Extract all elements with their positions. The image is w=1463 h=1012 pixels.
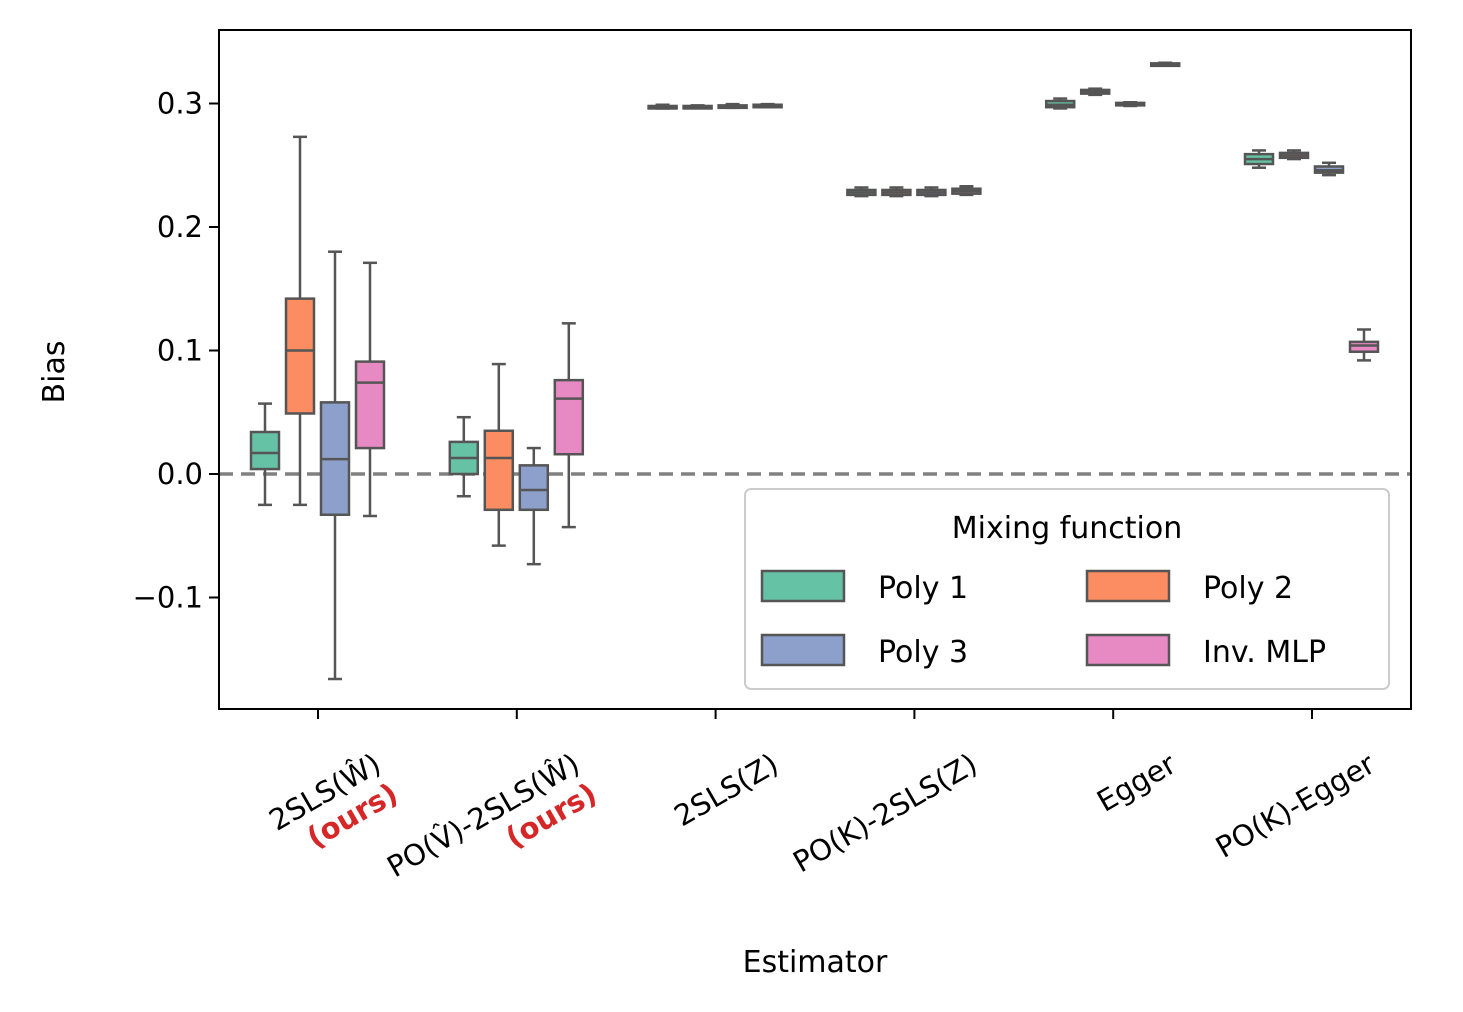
box-plot bbox=[1348, 328, 1380, 362]
box-plot bbox=[518, 446, 550, 566]
box-iqr bbox=[354, 360, 386, 450]
legend-swatch bbox=[1085, 633, 1171, 667]
x-tick-label: Egger bbox=[1091, 747, 1182, 819]
y-tick-label: 0.2 bbox=[157, 210, 203, 244]
legend-swatch bbox=[760, 633, 846, 667]
box-iqr bbox=[284, 297, 316, 415]
x-tick-label: PO(K)-Egger bbox=[1210, 747, 1381, 865]
box-groups bbox=[249, 61, 1380, 681]
box-plot bbox=[1079, 87, 1111, 97]
y-tick-label: 0.3 bbox=[157, 87, 203, 121]
legend-label: Poly 2 bbox=[1203, 571, 1293, 606]
box-iqr bbox=[518, 464, 550, 512]
legend-swatch bbox=[1085, 569, 1171, 603]
legend-label: Poly 1 bbox=[878, 571, 968, 606]
legend-label: Inv. MLP bbox=[1203, 635, 1326, 670]
legend-swatch bbox=[760, 569, 846, 603]
box-plot bbox=[647, 103, 678, 110]
box-plot bbox=[284, 135, 316, 507]
box-plot bbox=[249, 402, 281, 507]
box-plot bbox=[1243, 149, 1275, 169]
legend-label: Poly 3 bbox=[878, 635, 968, 670]
box-iqr bbox=[249, 430, 281, 471]
box-plot bbox=[1044, 97, 1076, 110]
box-plot bbox=[319, 250, 351, 681]
box-plot bbox=[448, 415, 480, 498]
y-axis-label: Bias bbox=[37, 341, 72, 404]
box-iqr bbox=[483, 429, 515, 512]
legend-entries: Poly 1 Poly 2 Poly 3 Inv. MLP bbox=[760, 569, 1326, 670]
x-axis: 2SLS(Ŵ)(ours)PO(V̂)-2SLS(Ŵ)(ours) 2SLS(… bbox=[263, 709, 1381, 884]
box-plot bbox=[1114, 101, 1146, 108]
legend-frame bbox=[744, 488, 1390, 690]
x-tick-label: PO(K)-2SLS(Z) bbox=[787, 747, 983, 880]
box-plot bbox=[717, 102, 748, 110]
y-tick-label: −0.1 bbox=[133, 581, 203, 615]
y-tick-label: 0.0 bbox=[157, 457, 203, 491]
x-tick-label: 2SLS(Z) bbox=[668, 747, 784, 833]
y-axis: −0.1 0.0 0.1 0.2 0.3 bbox=[133, 87, 219, 615]
box-plot bbox=[354, 261, 386, 518]
box-plot bbox=[846, 186, 877, 198]
box-plot bbox=[553, 322, 585, 529]
box-plot bbox=[1149, 61, 1181, 68]
box-plot bbox=[951, 184, 982, 197]
box-plot bbox=[1313, 161, 1345, 177]
box-plot bbox=[483, 362, 515, 547]
x-axis-label: Estimator bbox=[743, 945, 888, 980]
box-plot bbox=[752, 102, 783, 109]
legend: Mixing function Poly 1 Poly 2 Poly 3 Inv. M… bbox=[744, 488, 1390, 690]
box-plot bbox=[1278, 149, 1310, 161]
box-plot bbox=[916, 186, 947, 198]
box-iqr bbox=[553, 378, 585, 456]
legend-title: Mixing function bbox=[952, 511, 1182, 546]
box-plot bbox=[881, 186, 912, 198]
box-plot bbox=[682, 104, 713, 110]
y-tick-label: 0.1 bbox=[157, 334, 203, 368]
axes-frame bbox=[218, 29, 1412, 710]
